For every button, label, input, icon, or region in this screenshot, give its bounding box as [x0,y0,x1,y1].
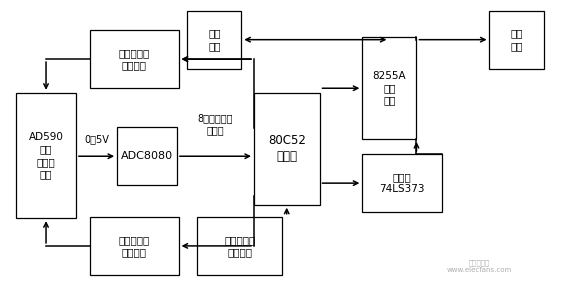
Bar [489,10,544,69]
Bar [362,38,417,139]
Text: 键盘
显示: 键盘 显示 [208,28,221,51]
Bar [197,217,282,275]
Text: 8位温度数据
转换值: 8位温度数据 转换值 [198,113,233,135]
Text: 8255A
接口
芯片: 8255A 接口 芯片 [372,71,406,106]
Text: 锁存器
74LS373: 锁存器 74LS373 [379,172,425,194]
Bar [187,10,242,69]
Text: ADC8080: ADC8080 [121,151,173,161]
Text: AD590
温度
传感器
电路: AD590 温度 传感器 电路 [29,132,63,179]
Text: 测量
显示: 测量 显示 [510,28,523,51]
Text: 0～5V: 0～5V [84,134,109,144]
Text: 电子发烧友
www.elecfans.com: 电子发烧友 www.elecfans.com [446,259,512,273]
Bar [254,93,320,205]
Bar [90,30,179,88]
Text: 可控硅控制
电炉加热: 可控硅控制 电炉加热 [119,48,150,70]
Text: 80C52
单片机: 80C52 单片机 [268,134,306,163]
Bar [90,217,179,275]
Text: 可控硅控制
风扇降温: 可控硅控制 风扇降温 [119,235,150,257]
Text: 控制键和数
据输入键: 控制键和数 据输入键 [224,235,255,257]
Bar [16,93,76,218]
Bar [117,127,177,185]
Bar [362,154,442,212]
